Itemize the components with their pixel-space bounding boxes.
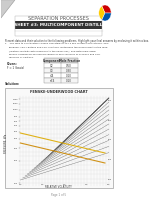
- Text: 5.0: 5.0: [107, 184, 111, 185]
- Wedge shape: [99, 6, 105, 20]
- FancyBboxPatch shape: [15, 21, 102, 29]
- Text: 400: 400: [108, 120, 112, 121]
- Text: 4.0: 4.0: [85, 184, 88, 185]
- Text: 0.10: 0.10: [66, 78, 72, 83]
- FancyBboxPatch shape: [44, 63, 78, 68]
- Text: 200: 200: [108, 160, 112, 161]
- FancyBboxPatch shape: [44, 68, 78, 73]
- Wedge shape: [102, 13, 111, 21]
- Text: 0.50: 0.50: [66, 64, 72, 68]
- Text: Solution:: Solution:: [5, 82, 20, 86]
- Text: Mole Fraction: Mole Fraction: [59, 58, 80, 63]
- Text: 1.0: 1.0: [19, 184, 22, 185]
- FancyBboxPatch shape: [44, 78, 78, 83]
- Text: RELATIVE VOLATILITY: RELATIVE VOLATILITY: [45, 185, 72, 188]
- Text: 500: 500: [14, 131, 18, 132]
- Text: 2.0: 2.0: [41, 184, 44, 185]
- Text: WORKSHEET #3: MULTICOMPONENT DISTILLATION: WORKSHEET #3: MULTICOMPONENT DISTILLATIO…: [0, 23, 117, 27]
- Text: nC4: nC4: [49, 78, 55, 83]
- FancyBboxPatch shape: [44, 73, 78, 78]
- Text: Present data and their solution to the following problems. Highlight your final : Present data and their solution to the f…: [5, 39, 149, 43]
- Text: Component: Component: [43, 58, 61, 63]
- Text: 0.30: 0.30: [66, 69, 72, 72]
- Wedge shape: [102, 5, 111, 13]
- Text: 600: 600: [14, 126, 18, 127]
- Text: 500: 500: [108, 100, 112, 101]
- Text: PRESSURE, kPa: PRESSURE, kPa: [4, 133, 8, 153]
- Text: 200: 200: [14, 160, 18, 161]
- Text: 1.   The feed to a distillation column operating at 101.3 kPa contains 50% ethan: 1. The feed to a distillation column ope…: [5, 43, 108, 44]
- Text: C3: C3: [50, 69, 54, 72]
- Text: 400: 400: [14, 138, 18, 139]
- Text: 100: 100: [14, 183, 18, 184]
- Text: 300: 300: [108, 140, 112, 141]
- Polygon shape: [1, 0, 15, 18]
- Text: SEPARATION PROCESSES: SEPARATION PROCESSES: [28, 15, 89, 21]
- Text: FENSKE-UNDERWOOD CHART: FENSKE-UNDERWOOD CHART: [30, 90, 88, 94]
- Text: (relative volatility with reference to the heavy key), and determine using: (relative volatility with reference to t…: [5, 50, 95, 52]
- Text: 700: 700: [14, 121, 18, 122]
- FancyBboxPatch shape: [44, 58, 78, 63]
- Text: 1000: 1000: [13, 109, 18, 110]
- Text: Given:: Given:: [7, 62, 18, 66]
- Text: 1400: 1400: [13, 98, 18, 100]
- Text: 100: 100: [108, 180, 112, 181]
- Text: recovery of i-butane.: recovery of i-butane.: [5, 57, 34, 58]
- Text: F = 1 (basis): F = 1 (basis): [7, 66, 24, 69]
- Text: Page 1 of 5: Page 1 of 5: [51, 193, 66, 197]
- Text: 0.10: 0.10: [66, 73, 72, 77]
- Text: 3.0: 3.0: [63, 184, 66, 185]
- Text: 1200: 1200: [13, 103, 18, 104]
- Text: propane, 10% i-butane and 10% n-butane. Determine the bubble point of the feed: propane, 10% i-butane and 10% n-butane. …: [5, 47, 107, 48]
- Text: C2: C2: [50, 64, 54, 68]
- Text: Fenske-Underwood-Gilliand procedure of 95% recovery of propane and 95%: Fenske-Underwood-Gilliand procedure of 9…: [5, 53, 100, 54]
- FancyBboxPatch shape: [5, 88, 113, 188]
- Text: 800: 800: [14, 116, 18, 117]
- Text: iC4: iC4: [50, 73, 54, 77]
